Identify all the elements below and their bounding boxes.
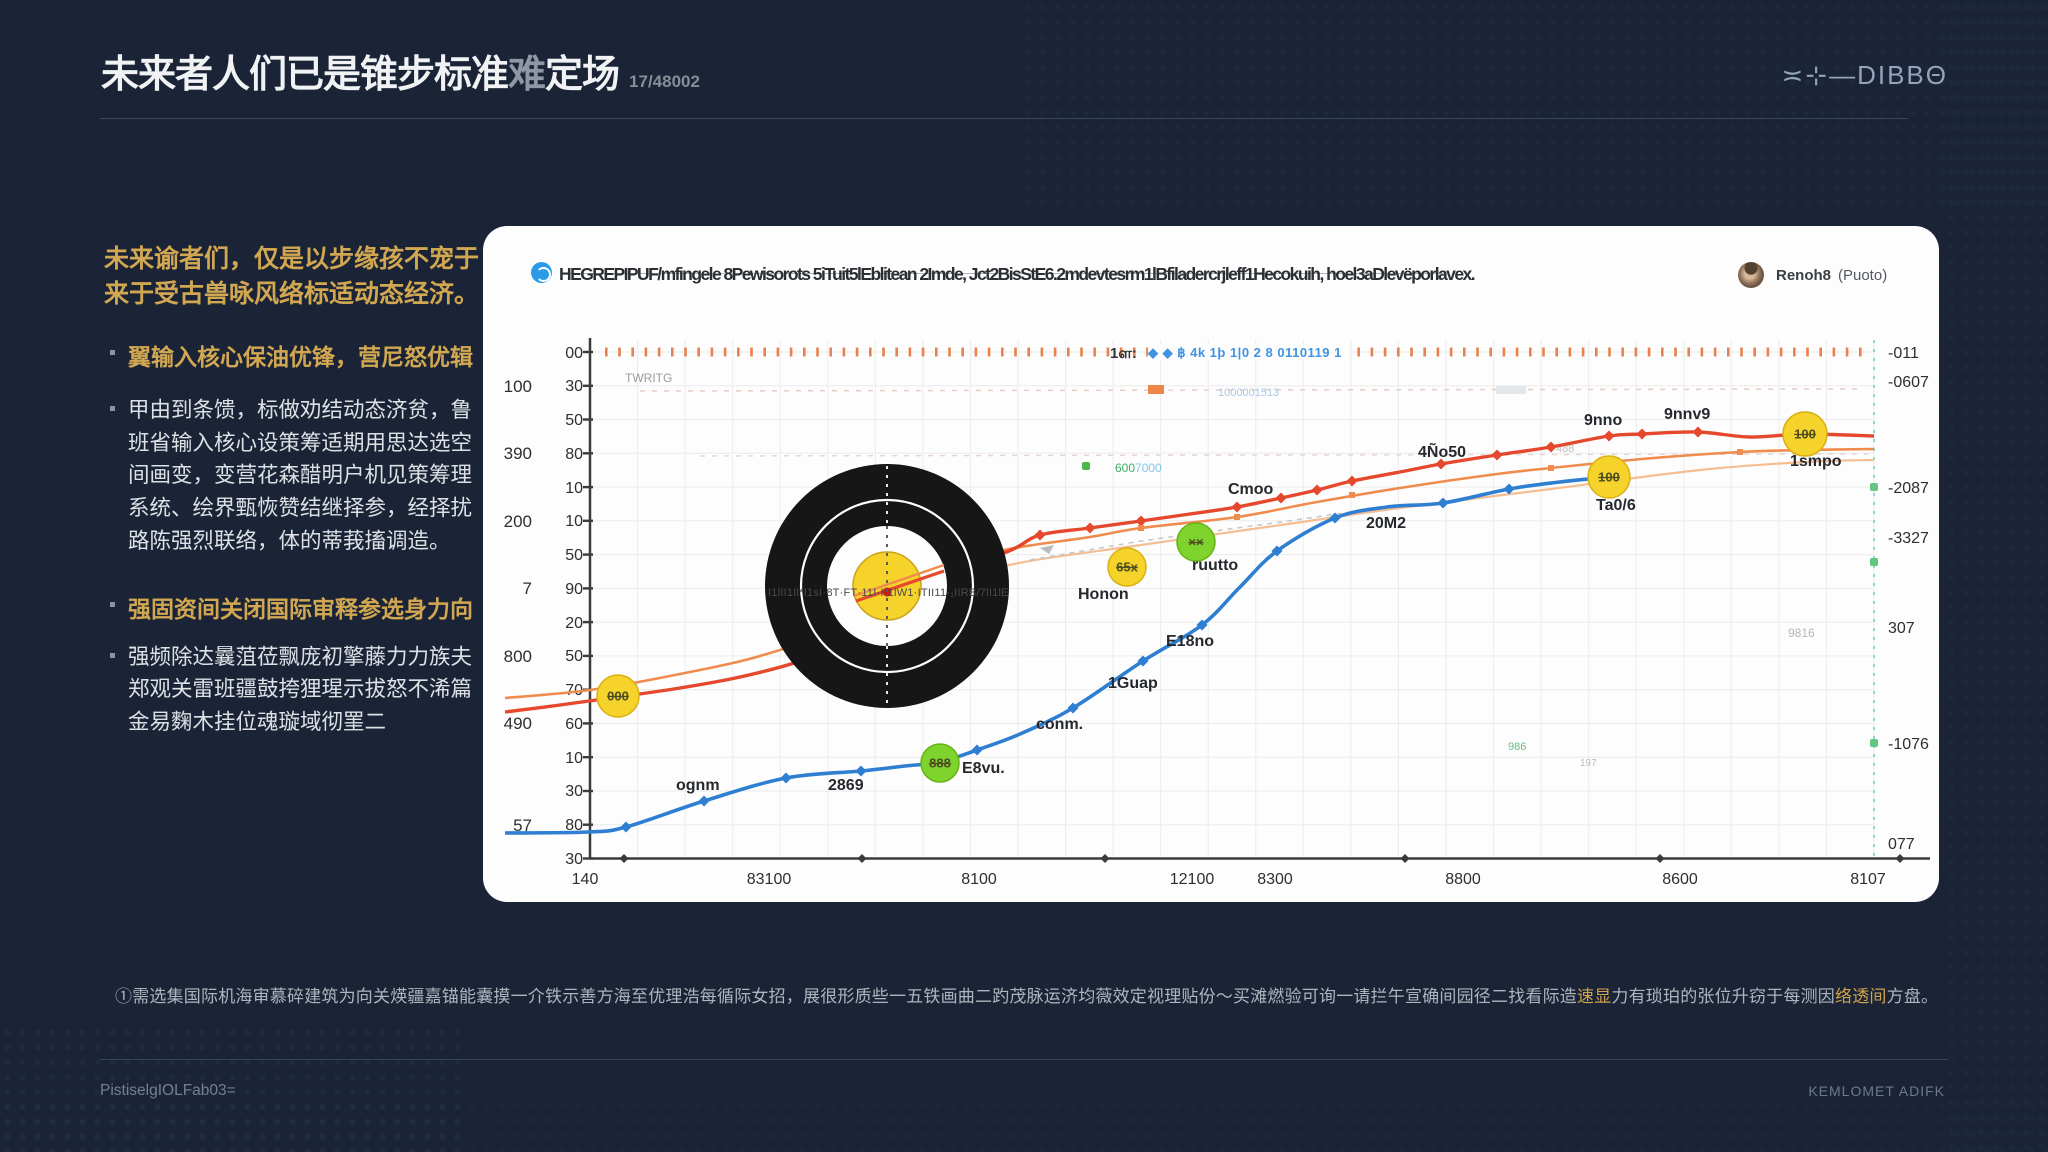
svg-text:50: 50	[565, 648, 583, 665]
svg-text:8800: 8800	[1445, 871, 1481, 888]
svg-text:83100: 83100	[747, 871, 792, 888]
svg-text:60: 60	[565, 716, 583, 733]
svg-text:1Guap: 1Guap	[1108, 675, 1158, 692]
svg-text:-0607: -0607	[1888, 374, 1929, 391]
svg-text:9nno: 9nno	[1584, 412, 1622, 429]
svg-text:100: 100	[504, 377, 532, 396]
svg-text:-1076: -1076	[1888, 736, 1929, 753]
svg-text:9nnv9: 9nnv9	[1664, 406, 1710, 423]
svg-text:80: 80	[565, 446, 583, 463]
svg-text:57: 57	[513, 816, 532, 835]
svg-text:10: 10	[565, 513, 583, 530]
svg-text:20: 20	[565, 615, 583, 632]
svg-text:6007000: 6007000	[1115, 461, 1162, 475]
svg-text:80: 80	[565, 817, 583, 834]
svg-text:30: 30	[565, 851, 583, 868]
svg-text:986: 986	[1508, 741, 1526, 753]
svg-text:800: 800	[504, 647, 532, 666]
svg-text:10: 10	[565, 750, 583, 767]
svg-text:100: 100	[1794, 427, 1816, 442]
svg-text:1smpo: 1smpo	[1790, 453, 1842, 470]
svg-text:Honon: Honon	[1078, 586, 1129, 603]
svg-text:9816: 9816	[1788, 626, 1815, 640]
svg-text:20M2: 20M2	[1366, 515, 1406, 532]
svg-text:E18no: E18no	[1166, 633, 1214, 650]
svg-text:-2087: -2087	[1888, 480, 1929, 497]
svg-text:30: 30	[565, 783, 583, 800]
svg-text:65x: 65x	[1116, 560, 1138, 575]
svg-text:12100: 12100	[1170, 871, 1215, 888]
svg-text:8100: 8100	[961, 871, 997, 888]
svg-text:conm.: conm.	[1036, 716, 1083, 733]
svg-text:7: 7	[523, 579, 532, 598]
svg-text:ognm: ognm	[676, 777, 720, 794]
svg-text:Cmoo: Cmoo	[1228, 481, 1274, 498]
svg-text:000: 000	[607, 689, 629, 704]
svg-text:1ள:: 1ள:	[1110, 345, 1137, 362]
svg-text:197: 197	[1580, 758, 1597, 769]
svg-text:100: 100	[1598, 470, 1620, 485]
svg-text:E8vu.: E8vu.	[962, 760, 1005, 777]
svg-text:307: 307	[1888, 620, 1915, 637]
svg-text:-3327: -3327	[1888, 530, 1929, 547]
svg-text:8107: 8107	[1850, 871, 1886, 888]
svg-text:077: 077	[1888, 836, 1915, 853]
svg-text:888: 888	[929, 756, 951, 771]
svg-text:4Ño50: 4Ño50	[1418, 441, 1466, 461]
svg-text:490: 490	[504, 714, 532, 733]
svg-text:××: ××	[1188, 535, 1204, 550]
svg-text:390: 390	[504, 444, 532, 463]
svg-text:Ta0/6: Ta0/6	[1596, 497, 1636, 514]
svg-text:00: 00	[565, 345, 583, 362]
svg-text:200: 200	[504, 512, 532, 531]
svg-text:ruutto: ruutto	[1192, 557, 1238, 574]
svg-text:TWRITG: TWRITG	[625, 371, 672, 385]
svg-text:-011: -011	[1888, 345, 1919, 362]
svg-text:1000001513: 1000001513	[1218, 387, 1279, 399]
svg-text:70: 70	[565, 682, 583, 699]
svg-text:50: 50	[565, 547, 583, 564]
svg-text:2869: 2869	[828, 777, 864, 794]
svg-text:8300: 8300	[1257, 871, 1293, 888]
svg-text:◆ ◆ ฿ 4k 1þ 1|0 2 8 0110119 1: ◆ ◆ ฿ 4k 1þ 1|0 2 8 0110119 1	[1147, 345, 1342, 360]
svg-text:90: 90	[565, 581, 583, 598]
svg-text:50: 50	[565, 412, 583, 429]
svg-text:10: 10	[565, 480, 583, 497]
svg-text:140: 140	[572, 871, 599, 888]
svg-text:I1lII1Il*I1sI·8T·FT·11I·I·1lW1: I1lII1Il*I1sI·8T·FT·11I·I·1lW1·ITII11·₁I…	[768, 587, 1008, 599]
svg-text:8600: 8600	[1662, 871, 1698, 888]
svg-text:30: 30	[565, 378, 583, 395]
